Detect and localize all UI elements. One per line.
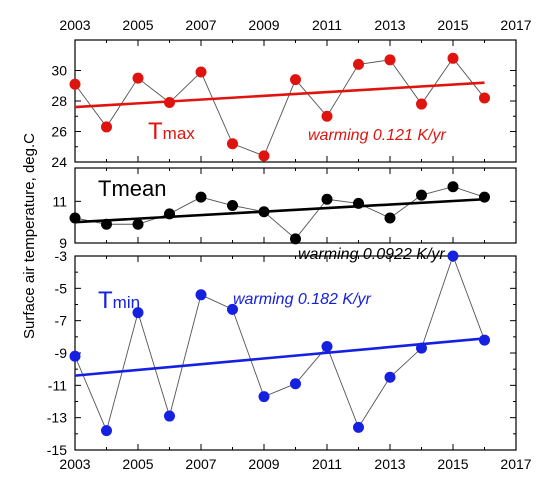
series-label-tmax: Tmax [148, 118, 195, 145]
x-tick-label-bottom: 2015 [437, 456, 468, 472]
x-tick-label-bottom: 2003 [59, 456, 90, 472]
data-point-tmax [290, 74, 301, 86]
data-point-tmean [195, 191, 207, 203]
data-point-tmax [447, 52, 459, 64]
data-point-tmax [321, 110, 333, 122]
data-point-tmean [321, 193, 333, 205]
x-tick-label-top: 2009 [248, 17, 279, 33]
data-point-tmin [195, 289, 207, 301]
y-tick-label: 26 [51, 124, 67, 140]
data-point-tmin [321, 341, 333, 353]
series-line-tmax [74, 57, 485, 157]
series-line-tmin [74, 254, 485, 432]
trend-annotation-tmin: warming 0.182 K/yr [233, 291, 372, 308]
data-point-tmin [69, 350, 81, 362]
data-point-tmean [227, 200, 238, 211]
data-point-tmean [69, 212, 81, 224]
data-point-tmean [164, 208, 175, 220]
series-label-tmin: Tmin [98, 287, 140, 314]
data-point-tmin [132, 307, 144, 319]
x-tick-label-top: 2003 [59, 17, 90, 33]
data-point-tmin [384, 371, 396, 383]
y-tick-label: 24 [51, 154, 67, 170]
data-point-tmin [353, 421, 364, 433]
data-point-tmax [164, 97, 175, 109]
y-tick-label: 28 [51, 93, 67, 109]
panel-tmean: 9 11 Tmean warming 0.0922 K/yr [52, 167, 517, 263]
data-point-tmean [258, 206, 270, 218]
data-point-tmean [447, 181, 459, 193]
data-point-tmax [227, 138, 238, 150]
x-tick-label-top: 2005 [122, 17, 153, 33]
y-tick-label: -13 [47, 410, 67, 426]
y-tick-label: 9 [59, 235, 67, 251]
x-tick-label-top: 2017 [500, 17, 531, 33]
y-tick-label: -11 [48, 377, 67, 393]
trend-annotation-tmax: warming 0.121 K/yr [308, 127, 447, 144]
data-point-tmin [101, 425, 112, 437]
x-tick-label-top: 2015 [437, 17, 468, 33]
data-point-tmax [479, 92, 490, 104]
x-tick-label-bottom: 2007 [185, 456, 216, 472]
x-tick-label-top: 2007 [185, 17, 216, 33]
data-point-tmin [479, 334, 490, 346]
y-tick-label: -3 [55, 248, 68, 264]
data-point-tmean [290, 233, 301, 245]
data-point-tmean [479, 191, 490, 203]
x-tick-label-bottom: 2009 [248, 456, 279, 472]
y-tick-label: -5 [55, 280, 68, 296]
y-tick-label: -15 [47, 442, 67, 458]
data-point-tmin [258, 391, 270, 403]
data-point-tmin [164, 410, 175, 422]
data-point-tmax [69, 78, 81, 90]
data-point-tmax [416, 98, 427, 110]
trend-line-tmax [74, 81, 485, 109]
data-point-tmin [290, 378, 301, 390]
data-point-tmax [195, 66, 207, 78]
data-point-tmean [416, 189, 427, 201]
x-tick-label-top: 2011 [312, 17, 342, 33]
x-tick-label-bottom: 2013 [374, 456, 405, 472]
data-point-tmin [416, 342, 427, 354]
y-tick-label: -7 [55, 313, 68, 329]
x-tick-label-bottom: 2017 [500, 456, 531, 472]
x-tick-label-top: 2013 [374, 17, 405, 33]
data-point-tmean [101, 218, 112, 230]
y-tick-label: 30 [51, 63, 67, 79]
series-line-tmean [74, 186, 485, 240]
data-point-tmean [384, 212, 396, 224]
panel-tmin: 2003 2005 2007 2009 2011 2013 2015 2017 -15 -13 -1… [47, 248, 532, 472]
data-point-tmax [384, 54, 396, 66]
data-point-tmax [101, 121, 112, 133]
data-point-tmean [132, 218, 144, 230]
data-point-tmax [132, 72, 144, 84]
series-label-tmean: Tmean [98, 176, 166, 201]
x-tick-label-bottom: 2005 [122, 456, 153, 472]
panel-frame [74, 255, 517, 451]
data-point-tmin [227, 303, 238, 315]
data-point-tmax [258, 150, 270, 162]
trend-line-tmean [74, 197, 485, 224]
data-point-tmax [353, 58, 364, 70]
data-point-tmin [447, 250, 459, 262]
y-tick-label: 11 [52, 193, 67, 209]
trend-line-tmin [74, 337, 485, 377]
trend-annotation-tmean: warming 0.0922 K/yr [298, 246, 445, 263]
y-tick-label: -9 [55, 345, 68, 361]
data-point-tmean [353, 197, 364, 209]
x-tick-label-bottom: 2011 [312, 456, 342, 472]
panel-tmax: 2003 2005 2007 2009 2011 2013 2015 2017 24 26 28 30… [51, 17, 531, 170]
y-axis-label: Surface air temperature, deg.C [21, 133, 38, 339]
